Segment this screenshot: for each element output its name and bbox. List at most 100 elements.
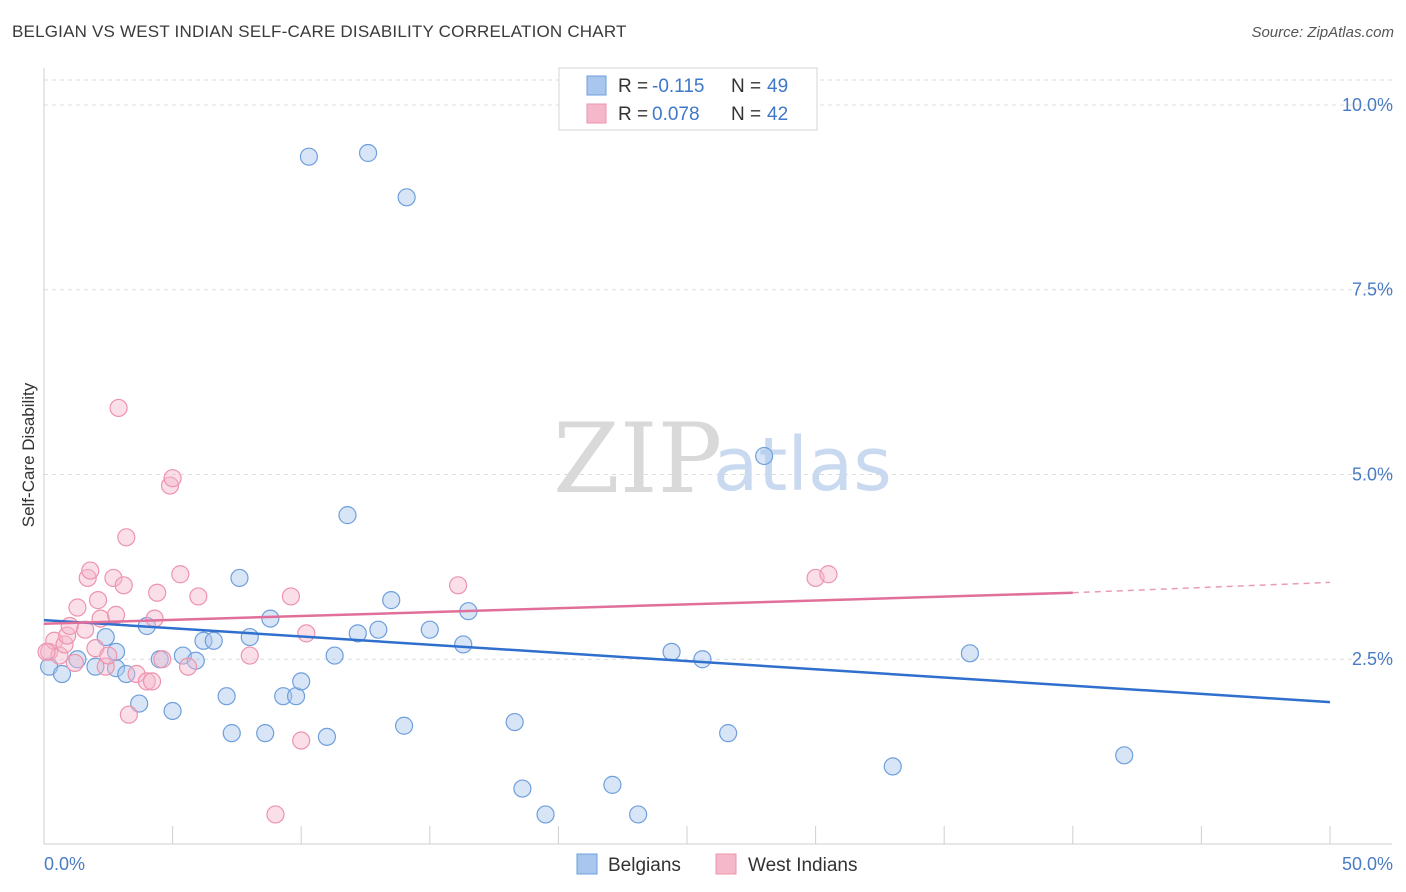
y-tick-labels: 2.5% 5.0% 7.5% 10.0%: [1342, 95, 1393, 669]
west-indians-point-22: [127, 664, 146, 684]
west-indians-point-6: [65, 653, 84, 673]
bottom-legend-label-west-indians: West Indians: [748, 855, 857, 876]
belgians-point-34: [397, 188, 416, 207]
belgians-point-35: [420, 620, 439, 639]
belgians-point-26: [317, 727, 337, 746]
belgians-point-14: [194, 631, 213, 650]
legend-r-label-belgians: R =: [618, 76, 648, 97]
belgians-point-25: [299, 147, 319, 166]
west-indians-point-10: [81, 561, 100, 580]
watermark-zip: ZIP: [553, 403, 722, 515]
belgians-point-29: [348, 624, 367, 643]
belgians-point-15: [204, 631, 223, 650]
belgians-point-17: [222, 724, 241, 743]
belgians-point-47: [883, 757, 902, 776]
chart-title: BELGIAN VS WEST INDIAN SELF-CARE DISABIL…: [12, 22, 627, 41]
west-indians-point-23: [137, 672, 156, 691]
west-indians-point-8: [76, 620, 95, 639]
legend-n-label-belgians: N =: [731, 76, 761, 97]
bottom-legend-swatch-west-indians: [715, 853, 737, 875]
belgians-point-21: [261, 609, 280, 628]
belgians-point-39: [513, 779, 532, 798]
y-axis-label: Self-Care Disability: [19, 382, 38, 527]
belgians-point-1: [52, 664, 72, 684]
belgians-point-44: [693, 650, 712, 669]
belgians-point-16: [217, 687, 236, 706]
west-indians-point-7: [68, 598, 87, 617]
legend-box: R = -0.115 N = 49 R = 0.078 N = 42: [558, 67, 818, 131]
belgians-point-33: [394, 716, 414, 735]
belgians-point-32: [382, 591, 401, 610]
bottom-legend-label-belgians: Belgians: [608, 855, 681, 876]
west-indians-point-17: [106, 605, 126, 624]
belgians-point-27: [325, 646, 344, 665]
belgians-point-46: [755, 446, 774, 466]
belgians-point-45: [719, 724, 738, 743]
west-indians-point-20: [117, 528, 136, 547]
belgians-point-11: [163, 701, 182, 721]
belgians-trend-line: [43, 618, 1331, 704]
west-indians-point-25: [145, 609, 164, 628]
west-indians-point-36: [292, 731, 311, 750]
west-indians-point-27: [153, 650, 172, 669]
x-tick-labels: 0.0% 50.0%: [44, 854, 1393, 874]
legend-n-value-west-indians: 42: [767, 104, 788, 125]
y-tick-label-0: 2.5%: [1352, 649, 1393, 669]
west-indians-point-5: [60, 616, 79, 636]
west-indians-point-32: [189, 587, 208, 606]
belgians-point-30: [358, 143, 378, 163]
west-indians-point-38: [448, 576, 468, 595]
legend-r-label-west-indians: R =: [618, 104, 648, 125]
west-indians-point-33: [240, 646, 259, 665]
series-west-indians-points: [37, 398, 838, 824]
west-indians-point-34: [266, 805, 285, 824]
legend-r-value-belgians: -0.115: [652, 76, 704, 97]
belgians-point-8: [130, 694, 149, 713]
watermark: ZIP atlas: [553, 403, 892, 515]
belgians-point-7: [117, 664, 136, 684]
west-indians-point-41: [37, 642, 56, 661]
west-indians-point-24: [142, 672, 162, 691]
west-indians-point-30: [171, 565, 190, 584]
belgians-point-40: [536, 805, 555, 824]
west-indians-point-19: [114, 576, 133, 595]
belgians-point-19: [240, 627, 259, 647]
belgians-point-5: [96, 627, 115, 647]
west-indians-point-40: [819, 565, 838, 584]
west-indians-point-21: [119, 705, 138, 724]
legend-n-label-west-indians: N =: [731, 104, 761, 125]
west-indians-point-16: [104, 568, 123, 588]
belgians-point-20: [256, 724, 275, 743]
belgians-point-43: [662, 642, 681, 661]
west-indians-point-28: [160, 476, 180, 495]
belgians-point-38: [505, 712, 524, 732]
y-tick-label-3: 10.0%: [1342, 95, 1393, 115]
belgians-point-36: [454, 635, 473, 654]
belgians-point-48: [960, 644, 980, 663]
x-tick-label-1: 50.0%: [1342, 854, 1393, 874]
belgians-point-24: [292, 672, 311, 691]
west-indians-point-15: [99, 646, 118, 665]
trend-lines: [43, 581, 1331, 704]
west-indians-point-37: [297, 624, 316, 643]
west-indians-point-29: [163, 469, 182, 488]
belgians-point-42: [629, 805, 648, 824]
legend-r-value-west-indians: 0.078: [652, 104, 700, 125]
legend-n-value-belgians: 49: [767, 76, 788, 97]
chart-source: Source: ZipAtlas.com: [1251, 24, 1394, 41]
west-indians-point-14: [96, 657, 115, 676]
belgians-point-22: [274, 687, 293, 706]
west-indians-point-31: [178, 657, 198, 676]
y-tick-label-2: 7.5%: [1352, 280, 1393, 300]
belgians-point-49: [1115, 746, 1134, 765]
west-indians-point-35: [281, 587, 301, 606]
belgians-point-31: [369, 620, 388, 639]
axes: [43, 68, 1392, 845]
west-indians-point-12: [88, 591, 108, 610]
belgians-point-28: [338, 506, 357, 525]
belgians-point-3: [86, 657, 105, 676]
belgians-point-41: [603, 775, 622, 794]
x-tick-label-0: 0.0%: [44, 854, 85, 874]
bottom-legend-swatch-belgians: [576, 853, 598, 875]
